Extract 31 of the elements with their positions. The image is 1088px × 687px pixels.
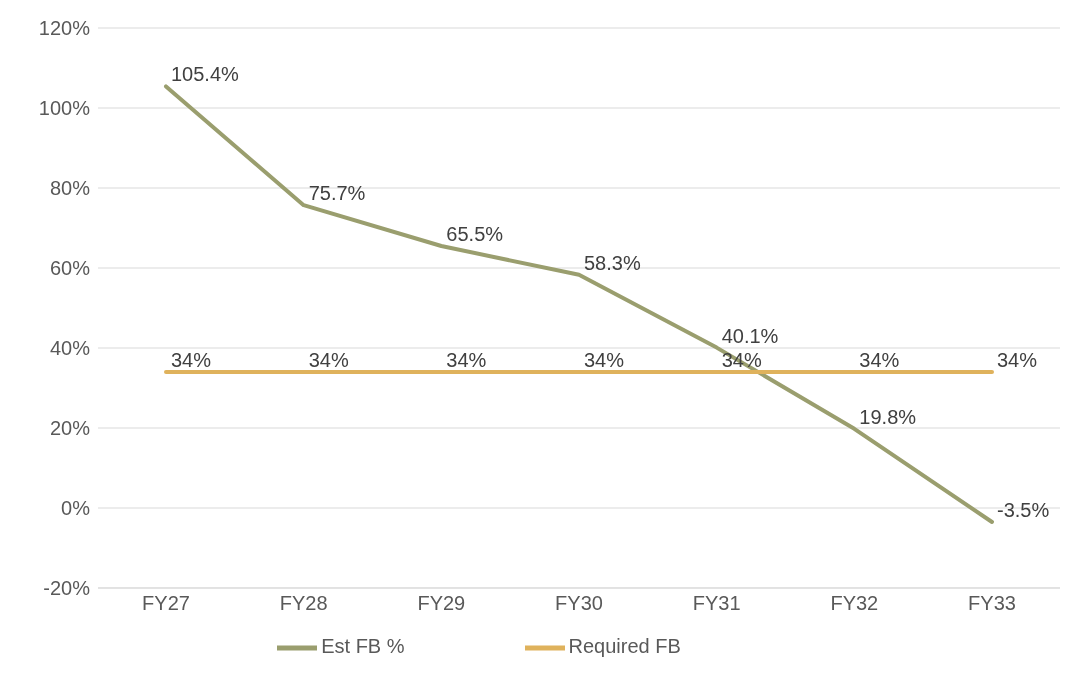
y-tick-label: 80%	[49, 177, 91, 200]
x-tick-label: FY31	[692, 592, 741, 615]
y-tick-label: 40%	[49, 337, 91, 360]
data-label: 65.5%	[446, 223, 504, 245]
y-tick-label: -20%	[43, 577, 91, 600]
x-tick-label: FY33	[968, 592, 1016, 615]
data-label: 58.3%	[584, 251, 641, 274]
y-tick-label: 60%	[49, 257, 91, 280]
y-tick-label: 20%	[49, 417, 91, 440]
data-label: -3.5%	[997, 499, 1050, 521]
data-label: 75.7%	[308, 182, 366, 205]
data-label: 34%	[308, 349, 349, 371]
legend-label: Est FB %	[321, 635, 405, 658]
x-tick-label: FY28	[279, 592, 328, 615]
data-label: 40.1%	[721, 324, 779, 347]
x-tick-label: FY27	[142, 592, 190, 615]
data-label: 34%	[859, 349, 900, 371]
x-tick-label: FY32	[830, 592, 879, 615]
x-tick-label: FY29	[417, 592, 466, 615]
y-tick-label: 100%	[38, 97, 91, 120]
y-tick-label: 0%	[61, 497, 91, 520]
data-label: 105.4%	[171, 63, 240, 86]
legend-label: Required FB	[568, 635, 681, 658]
y-tick-label: 120%	[38, 17, 91, 40]
data-label: 19.8%	[859, 405, 917, 428]
data-label: 34%	[584, 349, 625, 371]
line-series	[164, 84, 994, 524]
x-tick-label: FY30	[555, 592, 603, 615]
data-label: 34%	[446, 349, 487, 371]
data-label: 34%	[171, 349, 212, 371]
data-label: 34%	[997, 349, 1038, 371]
